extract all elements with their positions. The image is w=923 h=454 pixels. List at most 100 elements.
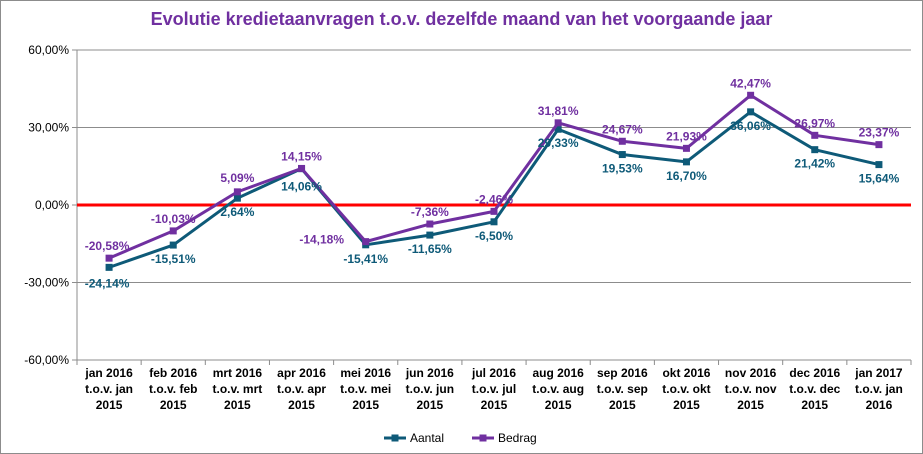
data-label: 14,15% — [281, 149, 322, 163]
data-label: -15,51% — [151, 252, 196, 266]
data-label: 26,97% — [794, 116, 835, 130]
x-tick-label: 2015 — [288, 398, 315, 412]
data-label: 16,70% — [666, 169, 707, 183]
x-tick-label: t.o.v. jul — [472, 382, 516, 396]
data-label: -14,18% — [299, 233, 344, 247]
y-tick-label: -30,00% — [24, 276, 69, 290]
data-label: -24,14% — [85, 276, 130, 290]
x-tick-label: t.o.v. jun — [406, 382, 454, 396]
x-tick-label: 2015 — [481, 398, 508, 412]
x-tick-label: 2015 — [352, 398, 379, 412]
x-tick-label: 2015 — [224, 398, 251, 412]
y-tick-label: 60,00% — [28, 43, 69, 57]
y-tick-label: -60,00% — [24, 353, 69, 367]
x-tick-label: t.o.v. jan — [85, 382, 133, 396]
data-label: 5,09% — [220, 171, 254, 185]
legend-marker — [391, 434, 399, 442]
x-tick-label: jun 2016 — [405, 366, 454, 380]
data-label: 14,06% — [281, 180, 322, 194]
data-label: 23,37% — [859, 126, 900, 140]
legend-marker — [479, 434, 487, 442]
x-tick-label: 2016 — [866, 398, 893, 412]
data-point — [682, 144, 690, 152]
data-point — [490, 218, 498, 226]
data-label: -7,36% — [411, 205, 449, 219]
data-label: -6,50% — [475, 229, 513, 243]
x-tick-label: nov 2016 — [725, 366, 777, 380]
x-tick-label: dec 2016 — [789, 366, 840, 380]
x-tick-label: 2015 — [737, 398, 764, 412]
data-label: 24,67% — [602, 122, 643, 136]
x-tick-label: t.o.v. mrt — [212, 382, 262, 396]
data-label: 15,64% — [859, 172, 900, 186]
chart-title: Evolutie kredietaanvragen t.o.v. dezelfd… — [150, 9, 773, 29]
data-point — [811, 131, 819, 139]
x-tick-label: jan 2017 — [854, 366, 903, 380]
x-tick-label: 2015 — [160, 398, 187, 412]
data-label: 29,33% — [538, 136, 579, 150]
x-tick-label: t.o.v. nov — [725, 382, 777, 396]
data-point — [105, 263, 113, 271]
data-point — [682, 158, 690, 166]
data-point — [554, 125, 562, 133]
data-point — [490, 207, 498, 215]
x-tick-label: aug 2016 — [532, 366, 584, 380]
data-point — [747, 91, 755, 99]
data-point — [233, 194, 241, 202]
legend-label-aantal: Aantal — [410, 431, 444, 445]
x-tick-label: jan 2016 — [84, 366, 133, 380]
x-tick-label: okt 2016 — [662, 366, 710, 380]
data-label: 42,47% — [730, 76, 771, 90]
data-label: 36,06% — [730, 119, 771, 133]
data-point — [298, 164, 306, 172]
data-label: -15,41% — [343, 252, 388, 266]
x-tick-label: t.o.v. apr — [277, 382, 326, 396]
x-tick-label: t.o.v. aug — [532, 382, 584, 396]
x-tick-label: mrt 2016 — [213, 366, 263, 380]
data-point — [747, 108, 755, 116]
data-point — [554, 119, 562, 127]
data-point — [233, 188, 241, 196]
data-label: 21,42% — [794, 157, 835, 171]
data-label: 31,81% — [538, 104, 579, 118]
x-tick-label: 2015 — [96, 398, 123, 412]
x-tick-label: feb 2016 — [149, 366, 197, 380]
data-point — [618, 137, 626, 145]
data-point — [362, 238, 370, 246]
data-label: 19,53% — [602, 162, 643, 176]
x-tick-label: 2015 — [416, 398, 443, 412]
y-tick-label: 0,00% — [35, 198, 69, 212]
data-point — [618, 151, 626, 159]
data-label: 21,93% — [666, 129, 707, 143]
data-point — [875, 161, 883, 169]
legend-label-bedrag: Bedrag — [498, 431, 537, 445]
x-tick-label: t.o.v. feb — [149, 382, 197, 396]
x-tick-label: t.o.v. sep — [597, 382, 648, 396]
x-tick-label: jul 2016 — [471, 366, 516, 380]
x-tick-label: t.o.v. mei — [340, 382, 391, 396]
data-point — [811, 146, 819, 154]
data-point — [426, 220, 434, 228]
x-tick-label: mei 2016 — [340, 366, 391, 380]
data-label: -20,58% — [85, 239, 130, 253]
data-label: -10,03% — [151, 212, 196, 226]
data-point — [105, 254, 113, 262]
data-point — [169, 227, 177, 235]
data-label: 2,64% — [220, 205, 254, 219]
x-tick-label: sep 2016 — [597, 366, 648, 380]
data-point — [875, 141, 883, 149]
x-tick-label: 2015 — [609, 398, 636, 412]
x-tick-label: t.o.v. dec — [789, 382, 840, 396]
data-label: -2,46% — [475, 192, 513, 206]
data-point — [426, 231, 434, 239]
x-tick-label: 2015 — [801, 398, 828, 412]
data-label: -11,65% — [408, 242, 452, 256]
x-tick-label: t.o.v. jan — [855, 382, 903, 396]
x-tick-label: apr 2016 — [277, 366, 326, 380]
y-tick-label: 30,00% — [28, 121, 69, 135]
x-tick-label: 2015 — [545, 398, 572, 412]
x-tick-label: t.o.v. okt — [662, 382, 710, 396]
x-tick-label: 2015 — [673, 398, 700, 412]
